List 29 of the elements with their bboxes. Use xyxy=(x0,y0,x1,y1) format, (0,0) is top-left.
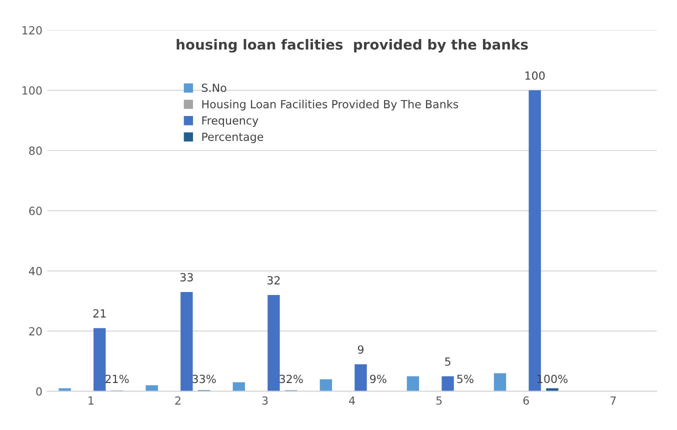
data-label: 5 xyxy=(445,358,450,366)
legend-label: Frequency xyxy=(202,116,258,127)
data-label: 9% xyxy=(370,374,386,384)
legend-label: S.No xyxy=(202,84,226,92)
x-tick-label: 4 xyxy=(349,396,355,405)
x-tick-label: 7 xyxy=(610,396,616,405)
data-label: 21% xyxy=(105,374,129,384)
y-tick-label: 80 xyxy=(29,146,42,155)
data-label: 21 xyxy=(93,309,106,318)
y-tick-label: 20 xyxy=(29,327,42,336)
y-tick-label: 60 xyxy=(29,206,42,216)
legend-label: Housing Loan Facilities Provided By The Banks xyxy=(202,100,458,111)
x-tick-label: 6 xyxy=(523,396,529,405)
text: housing loan faclities provided by the banks xyxy=(176,38,528,53)
data-label: 100 xyxy=(525,71,545,80)
data-label: 33 xyxy=(180,273,193,282)
x-tick-label: 2 xyxy=(175,396,180,405)
y-tick-label: 100 xyxy=(22,86,42,95)
data-label: 33% xyxy=(192,374,216,384)
data-label: 32 xyxy=(267,276,280,284)
x-tick-label: 1 xyxy=(88,396,94,405)
data-label: 5% xyxy=(457,374,474,384)
legend-label: Percentage xyxy=(202,132,264,144)
data-label: 9 xyxy=(358,345,364,354)
x-tick-label: 5 xyxy=(436,396,442,405)
y-tick-label: 40 xyxy=(28,266,42,276)
y-tick-label: 120 xyxy=(22,26,42,34)
y-tick-label: 0 xyxy=(36,387,42,396)
x-tick-label: 3 xyxy=(262,396,268,405)
